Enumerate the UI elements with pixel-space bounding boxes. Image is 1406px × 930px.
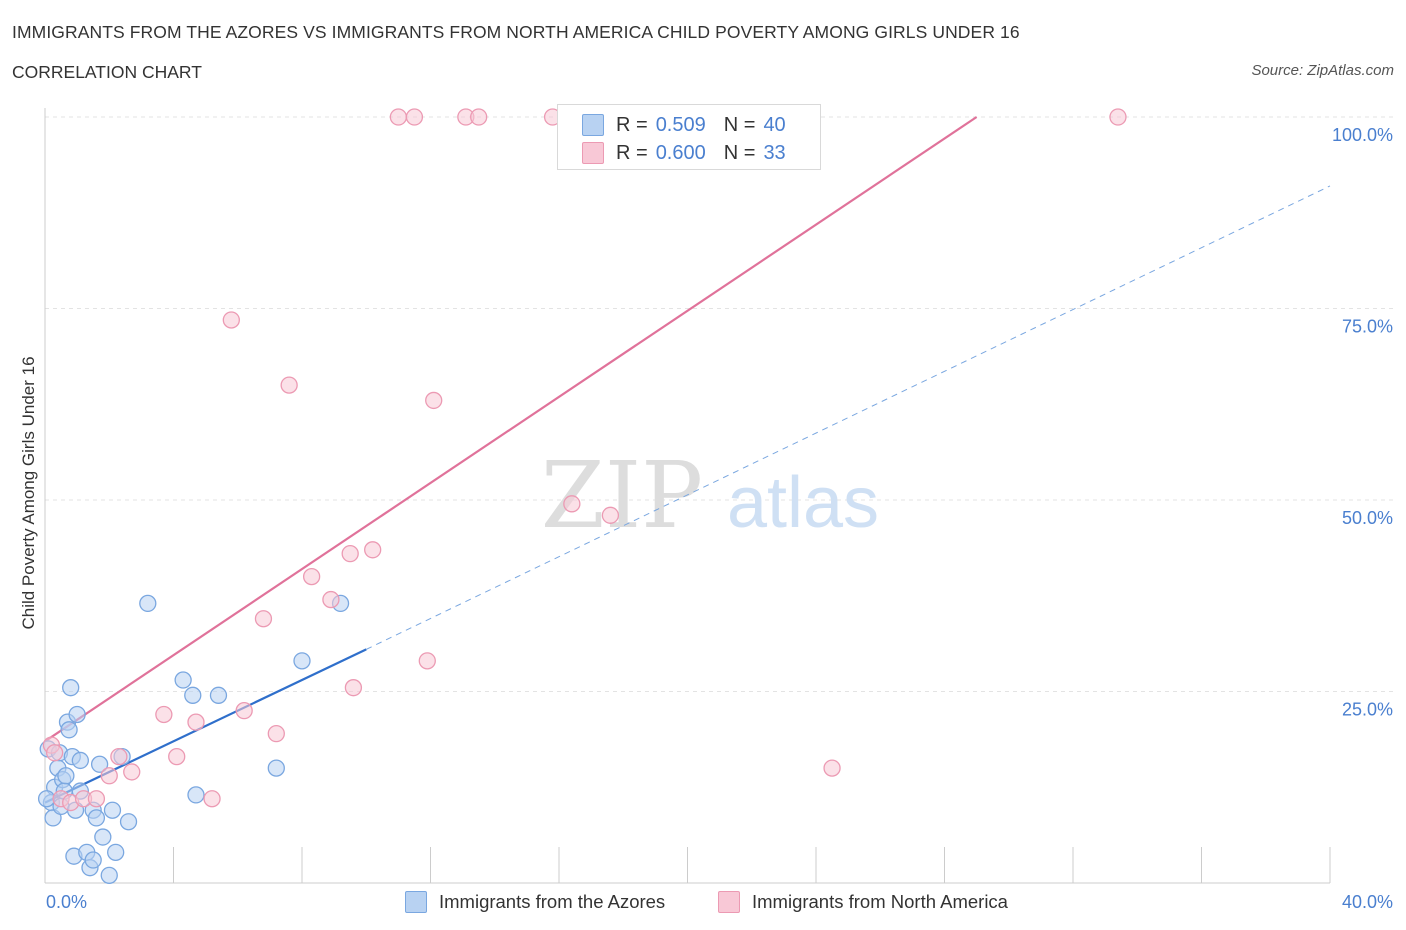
azores-trend-line [44,648,367,804]
azores-point [187,786,205,804]
north-america-point [563,495,581,513]
legend-n-value: 33 [763,141,786,164]
azores-point [139,594,157,613]
north-america-point [1109,108,1127,126]
north-america-point [302,567,321,586]
legend-swatch-azores [582,114,604,136]
chart-title: IMMIGRANTS FROM THE AZORES VS IMMIGRANTS… [12,22,1020,42]
trend-lines [44,116,1331,804]
azores-point [68,705,86,724]
north-america-point [222,311,240,329]
x-tick-label: 0.0% [46,892,87,912]
legend-row-north-america: R = 0.600 N = 33 [582,139,786,167]
series-legend-azores: Immigrants from the Azores [405,888,665,916]
north-america-trend-line [44,116,978,743]
azores-point [62,679,80,697]
azores-point [60,721,78,739]
y-tick-label: 25.0% [1342,700,1393,720]
north-america-point [364,541,382,559]
x-tick-label: 40.0% [1342,892,1393,912]
north-america-point [87,790,106,808]
north-america-point [123,763,141,781]
north-america-point [823,759,841,777]
azores-point [87,809,106,827]
north-america-point [100,767,118,785]
watermark: ZIP atlas [541,442,879,549]
series-label-azores: Immigrants from the Azores [439,891,666,912]
north-america-point [254,610,273,628]
watermark-atlas: atlas [727,463,879,543]
legend-n-label: N = [723,113,756,136]
north-america-point [280,376,298,394]
azores-point [90,755,109,773]
north-america-point [155,705,173,724]
azores-point [37,790,56,808]
legend-row-azores: R = 0.509 N = 40 [582,111,786,139]
north-america-point [203,790,221,808]
legend-r-label: R = [616,141,648,164]
series-swatch-north-america [718,891,740,913]
azores-point [119,813,138,831]
source-label: Source: ZipAtlas.com [1251,62,1394,79]
azores-point [209,686,228,704]
north-america-point [322,590,340,609]
north-america-point [601,506,620,524]
azores-point [174,671,192,689]
north-america-point [425,391,443,410]
azores-point [267,759,285,777]
series-swatch-azores [405,891,427,913]
north-america-point [235,702,253,720]
y-tick-label: 50.0% [1342,508,1393,528]
correlation-legend: R = 0.509 N = 40 R = 0.600 N = 33 [557,104,821,170]
legend-n-label: N = [723,141,756,164]
y-tick-label: 75.0% [1342,317,1393,337]
north-america-point [187,713,205,731]
legend-r-value: 0.600 [655,141,706,164]
north-america-point [418,652,436,670]
north-america-point [341,544,359,563]
north-america-point [168,747,186,766]
azores-point [94,828,112,846]
legend-swatch-north-america [582,142,604,164]
chart-subtitle: CORRELATION CHART [12,62,202,82]
tick-labels: 25.0% 50.0% 75.0% 100.0% 0.0% 40.0% [46,125,1393,912]
legend-n-value: 40 [763,113,786,136]
north-america-point [470,108,488,126]
y-tick-label: 100.0% [1332,125,1393,145]
watermark-zip: ZIP [541,442,703,549]
series-label-north-america: Immigrants from North America [752,891,1008,912]
azores-point [184,686,202,704]
north-america-point [267,724,285,743]
north-america-point [405,108,424,126]
azores-point [71,751,89,770]
azores-trend-extension [366,185,1331,650]
azores-point [107,843,125,862]
azores-point [103,801,122,819]
y-axis-label: Child Poverty Among Girls Under 16 [19,356,38,629]
legend-r-value: 0.509 [655,113,706,136]
azores-point [84,851,102,869]
azores-point [293,652,311,670]
series-legend-north-america: Immigrants from North America [718,888,1008,916]
north-america-point [389,108,408,126]
azores-point [57,767,75,785]
azores-point [100,866,118,884]
north-america-point [344,679,363,697]
north-america-point [110,747,128,766]
north-america-point [45,744,64,762]
legend-r-label: R = [616,113,648,136]
